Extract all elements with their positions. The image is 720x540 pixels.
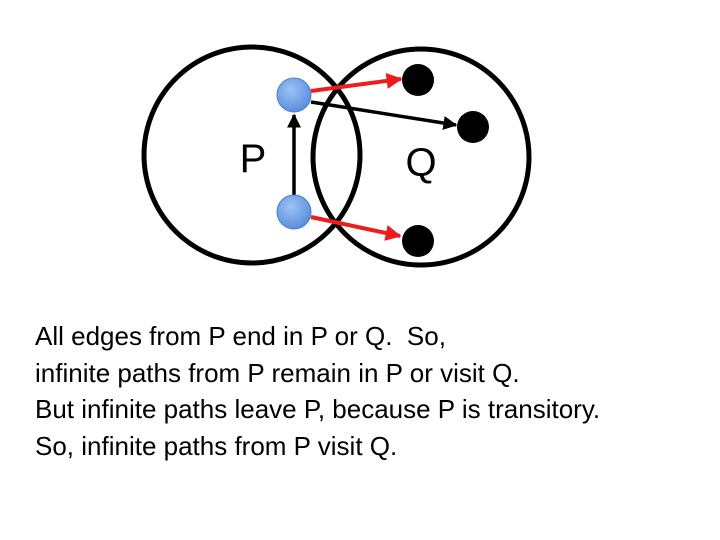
set-q-circle bbox=[310, 46, 532, 268]
set-p-label: P bbox=[240, 137, 267, 181]
edge-p-bottom-to-q-bottom bbox=[310, 215, 402, 241]
node-p-bottom bbox=[276, 194, 312, 230]
set-q-label: Q bbox=[405, 141, 436, 185]
caption-line-2: infinite paths from P remain in P or vis… bbox=[35, 357, 520, 388]
venn-diagram: P Q bbox=[141, 44, 532, 268]
caption: All edges from P end in P or Q. So, infi… bbox=[35, 318, 705, 464]
caption-line-1: All edges from P end in P or Q. So, bbox=[35, 321, 446, 351]
node-p-top bbox=[276, 77, 312, 113]
edge-p-top-to-q-middle bbox=[310, 100, 458, 130]
node-q-bottom bbox=[402, 225, 434, 257]
caption-line-4: So, infinite paths from P visit Q. bbox=[35, 430, 398, 461]
caption-line-3: But infinite paths leave P, because P is… bbox=[35, 394, 601, 424]
node-q-middle bbox=[457, 111, 489, 143]
edge-p-top-to-q-top bbox=[310, 72, 403, 93]
node-q-top bbox=[402, 64, 434, 96]
set-p-circle bbox=[141, 44, 363, 266]
